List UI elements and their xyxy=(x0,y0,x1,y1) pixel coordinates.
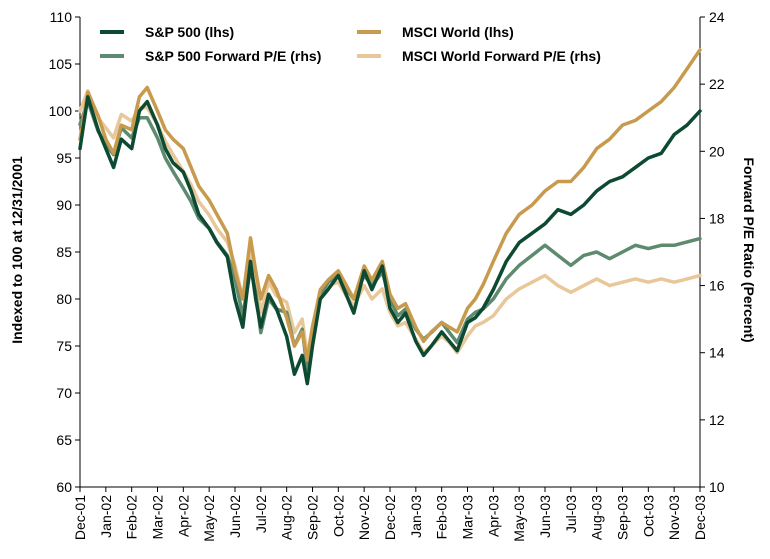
series-line-2 xyxy=(78,48,702,362)
series-line-3 xyxy=(78,99,702,372)
legend-label: S&P 500 (lhs) xyxy=(145,24,234,40)
series-line-1 xyxy=(78,95,702,386)
x-tick-label: Nov-02 xyxy=(356,495,372,540)
x-tick-label: Apr-03 xyxy=(485,495,501,537)
legend: S&P 500 (lhs) MSCI World (lhs) S&P 500 For… xyxy=(100,24,601,64)
legend-label: MSCI World Forward P/E (rhs) xyxy=(402,48,601,64)
y-left-tick-label: 110 xyxy=(50,9,73,25)
series-line-4 xyxy=(78,89,702,358)
x-tick-label: Dec-03 xyxy=(692,495,708,540)
y-right-tick-label: 18 xyxy=(709,210,725,226)
legend-label: S&P 500 Forward P/E (rhs) xyxy=(145,48,321,64)
y-right-axis: 10 12 14 16 18 20 22 24 xyxy=(700,9,725,495)
y-right-tick-label: 10 xyxy=(709,479,725,495)
y-left-tick-label: 85 xyxy=(56,244,72,260)
series-layer xyxy=(78,48,702,386)
y-left-axis: 60 65 70 75 80 85 90 95 100 105 110 xyxy=(49,9,80,495)
x-tick-label: Nov-03 xyxy=(666,495,682,540)
y-left-axis-title: Indexed to 100 at 12/31/2001 xyxy=(9,156,25,344)
x-tick-label: Jul-02 xyxy=(253,495,269,533)
y-left-tick-label: 60 xyxy=(56,479,72,495)
x-tick-label: Feb-02 xyxy=(124,495,140,540)
x-axis: Dec-01 Jan-02 Feb-02 Mar-02 Apr-02 May-02 Jun-… xyxy=(72,487,708,542)
x-tick-label: Dec-01 xyxy=(72,495,88,540)
y-right-tick-label: 22 xyxy=(709,76,725,92)
x-tick-label: Dec-02 xyxy=(382,495,398,540)
x-tick-label: Jun-03 xyxy=(537,495,553,538)
x-tick-label: Mar-02 xyxy=(150,495,166,540)
y-right-tick-label: 12 xyxy=(709,412,725,428)
y-left-tick-label: 70 xyxy=(56,385,72,401)
y-left-tick-label: 105 xyxy=(49,56,73,72)
y-right-tick-label: 14 xyxy=(709,345,725,361)
x-tick-label: Jan-02 xyxy=(98,495,114,538)
y-left-tick-label: 100 xyxy=(49,103,73,119)
y-left-tick-label: 65 xyxy=(56,432,72,448)
y-left-tick-label: 95 xyxy=(56,150,72,166)
x-tick-label: Aug-02 xyxy=(279,495,295,540)
x-tick-label: Sep-03 xyxy=(615,495,631,540)
x-tick-label: Mar-03 xyxy=(460,495,476,540)
y-right-tick-label: 24 xyxy=(709,9,725,25)
y-right-tick-label: 20 xyxy=(709,143,725,159)
x-tick-label: Feb-03 xyxy=(434,495,450,540)
x-tick-label: Sep-02 xyxy=(305,495,321,540)
x-tick-label: Oct-02 xyxy=(330,495,346,537)
x-tick-label: May-03 xyxy=(511,495,527,542)
y-left-tick-label: 90 xyxy=(56,197,72,213)
x-tick-label: Oct-03 xyxy=(640,495,656,537)
x-tick-label: Jun-02 xyxy=(227,495,243,538)
x-tick-label: May-02 xyxy=(201,495,217,542)
legend-label: MSCI World (lhs) xyxy=(402,24,514,40)
x-tick-label: Jul-03 xyxy=(563,495,579,533)
y-right-tick-label: 16 xyxy=(709,278,725,294)
y-right-axis-title: Forward P/E Ratio (Percent) xyxy=(741,157,757,342)
x-tick-label: Aug-03 xyxy=(589,495,605,540)
x-tick-label: Apr-02 xyxy=(175,495,191,537)
plot-frame xyxy=(79,17,701,488)
y-left-tick-label: 80 xyxy=(56,291,72,307)
y-left-tick-label: 75 xyxy=(56,338,72,354)
x-tick-label: Jan-03 xyxy=(408,495,424,538)
